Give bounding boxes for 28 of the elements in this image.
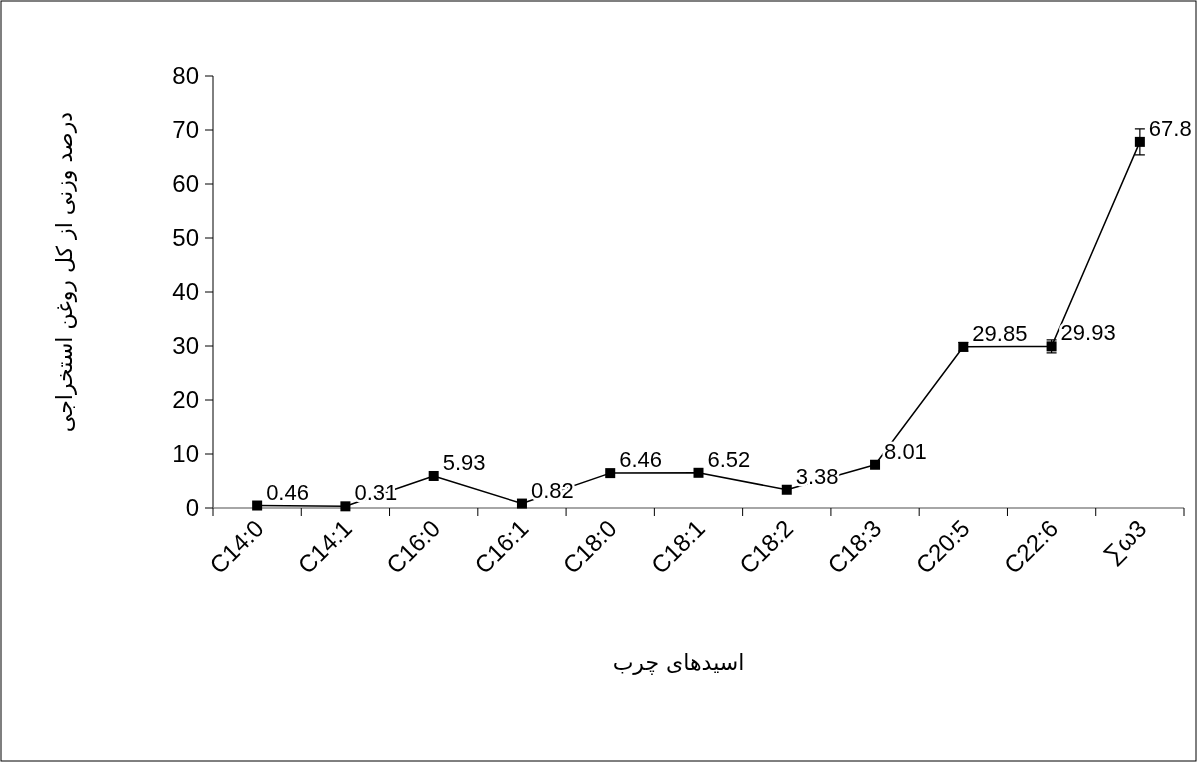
point	[428, 470, 439, 481]
point	[1134, 136, 1145, 147]
data-label: 0.46	[266, 479, 309, 505]
point	[516, 498, 527, 509]
y-tick-label: 0	[185, 494, 199, 521]
data-label: 5.93	[442, 449, 486, 475]
y-tick-label: 70	[172, 116, 199, 143]
x-axis-title: اسیدهای چرب	[612, 650, 745, 675]
data-label: 6.46	[619, 447, 663, 473]
point	[781, 484, 792, 495]
data-label: 8.01	[884, 438, 927, 464]
data-label: 67.8	[1148, 115, 1192, 141]
y-tick-label: 10	[172, 440, 199, 467]
data-label: 29.85	[972, 320, 1028, 346]
point	[252, 500, 263, 511]
y-tick-label: 40	[172, 278, 199, 305]
y-tick-label: 50	[172, 224, 199, 251]
y-tick-label: 60	[172, 170, 199, 197]
y-tick-label: 20	[172, 386, 199, 413]
data-label: 6.52	[707, 446, 751, 472]
point	[870, 459, 881, 470]
y-tick-label: 80	[172, 62, 199, 89]
point	[340, 501, 351, 512]
y-axis-title: درصد وزنی از کل روغن استخراجی	[52, 111, 77, 433]
point	[605, 468, 616, 479]
data-label: 29.93	[1060, 320, 1116, 346]
point	[693, 467, 704, 478]
y-tick-label: 30	[172, 332, 199, 359]
